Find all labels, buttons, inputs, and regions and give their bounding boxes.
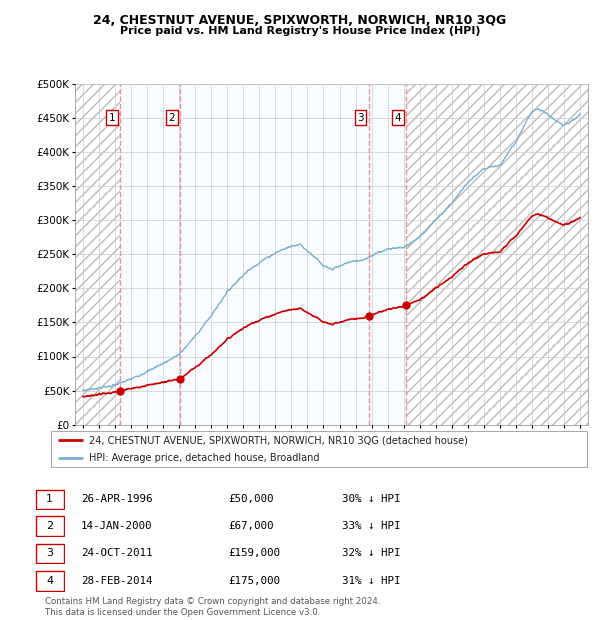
Text: Contains HM Land Registry data © Crown copyright and database right 2024.
This d: Contains HM Land Registry data © Crown c… <box>45 598 380 617</box>
Bar <box>368 84 406 425</box>
FancyBboxPatch shape <box>36 544 64 563</box>
Text: £159,000: £159,000 <box>228 548 280 558</box>
Bar <box>406 84 588 425</box>
FancyBboxPatch shape <box>36 490 64 509</box>
Text: 4: 4 <box>46 576 53 587</box>
Text: 26-APR-1996: 26-APR-1996 <box>81 494 152 504</box>
FancyBboxPatch shape <box>51 431 587 467</box>
Text: 33% ↓ HPI: 33% ↓ HPI <box>342 521 401 531</box>
Text: 24, CHESTNUT AVENUE, SPIXWORTH, NORWICH, NR10 3QG: 24, CHESTNUT AVENUE, SPIXWORTH, NORWICH,… <box>94 14 506 27</box>
Text: 3: 3 <box>357 113 364 123</box>
Text: 28-FEB-2014: 28-FEB-2014 <box>81 576 152 586</box>
Text: 31% ↓ HPI: 31% ↓ HPI <box>342 576 401 586</box>
Text: 4: 4 <box>395 113 401 123</box>
Text: 1: 1 <box>109 113 116 123</box>
Text: 2: 2 <box>169 113 175 123</box>
Text: £67,000: £67,000 <box>228 521 274 531</box>
Text: 14-JAN-2000: 14-JAN-2000 <box>81 521 152 531</box>
Text: 3: 3 <box>46 548 53 559</box>
Text: HPI: Average price, detached house, Broadland: HPI: Average price, detached house, Broa… <box>89 453 319 463</box>
FancyBboxPatch shape <box>36 516 64 536</box>
Text: £50,000: £50,000 <box>228 494 274 504</box>
Bar <box>75 84 120 425</box>
Text: 24, CHESTNUT AVENUE, SPIXWORTH, NORWICH, NR10 3QG (detached house): 24, CHESTNUT AVENUE, SPIXWORTH, NORWICH,… <box>89 435 467 445</box>
Text: £175,000: £175,000 <box>228 576 280 586</box>
Text: Price paid vs. HM Land Registry's House Price Index (HPI): Price paid vs. HM Land Registry's House … <box>120 26 480 36</box>
FancyBboxPatch shape <box>36 572 64 591</box>
Bar <box>180 84 368 425</box>
Text: 1: 1 <box>46 494 53 505</box>
Text: 2: 2 <box>46 521 53 531</box>
Text: 24-OCT-2011: 24-OCT-2011 <box>81 548 152 558</box>
Bar <box>120 84 180 425</box>
Text: 30% ↓ HPI: 30% ↓ HPI <box>342 494 401 504</box>
Text: 32% ↓ HPI: 32% ↓ HPI <box>342 548 401 558</box>
